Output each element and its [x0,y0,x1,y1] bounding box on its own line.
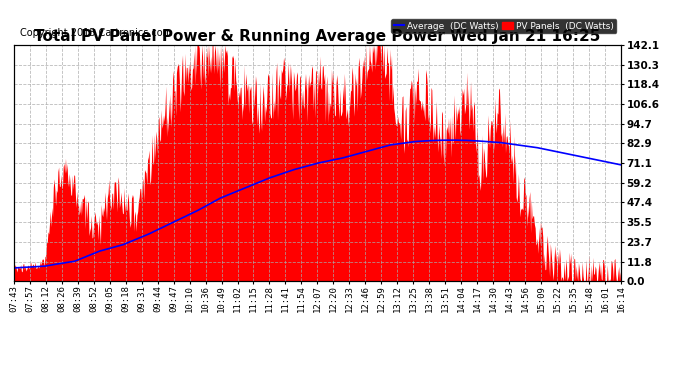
Legend: Average  (DC Watts), PV Panels  (DC Watts): Average (DC Watts), PV Panels (DC Watts) [391,19,616,33]
Text: Copyright 2015 Cartronics.com: Copyright 2015 Cartronics.com [20,28,172,39]
Title: Total PV Panel Power & Running Average Power Wed Jan 21 16:25: Total PV Panel Power & Running Average P… [34,29,600,44]
